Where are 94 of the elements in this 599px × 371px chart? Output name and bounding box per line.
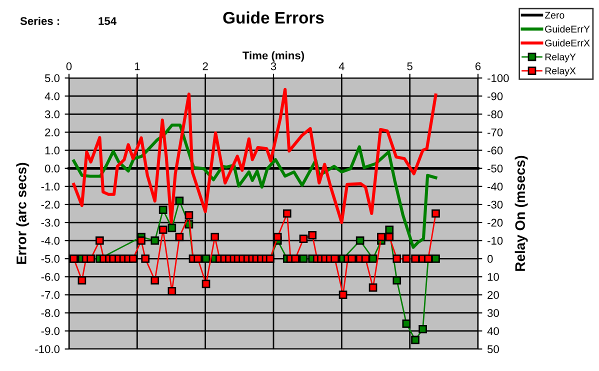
point (392, 254, 402, 263)
point (168, 224, 176, 232)
point (78, 276, 86, 285)
point (128, 254, 138, 263)
y2-tick-label: -70 (488, 128, 503, 136)
point (194, 254, 202, 263)
point (86, 254, 95, 263)
x-tick-label: 2 (202, 62, 208, 70)
y-axis-title: Error (arc secs) (16, 162, 30, 264)
point (141, 254, 150, 263)
point (168, 287, 176, 296)
point (368, 254, 378, 263)
y2-tick-label: -10 (488, 236, 503, 245)
y2-tick-label: -80 (488, 110, 503, 118)
point (158, 206, 168, 214)
point (418, 324, 427, 334)
legend-label: Zero (544, 12, 564, 19)
y2-tick-label: -30 (488, 200, 503, 209)
legend-label: RelayX (545, 67, 576, 76)
point (432, 254, 440, 263)
point (385, 232, 394, 242)
x-tick-label: 6 (475, 62, 481, 70)
x-axis-title: Time (mins) (242, 51, 304, 62)
point (361, 254, 370, 263)
point (96, 236, 104, 245)
legend-label: GuideErrX (545, 39, 590, 46)
y-tick-label: 1.0 (45, 146, 60, 154)
y2-tick-label: 20 (488, 291, 499, 299)
point (392, 276, 402, 285)
y2-tick-label: -100 (488, 74, 509, 82)
y-tick-label: -9.0 (41, 327, 60, 336)
y-tick-label: -4.0 (41, 236, 60, 245)
point (282, 209, 292, 218)
point (402, 254, 411, 263)
point (377, 232, 386, 242)
point (368, 283, 378, 292)
y2-tick-label: -90 (488, 92, 503, 100)
y2-tick-label: -50 (488, 164, 503, 172)
point (150, 276, 160, 285)
point (210, 232, 220, 242)
point (273, 232, 282, 242)
y2-tick-label: -40 (488, 182, 503, 191)
point (202, 254, 210, 263)
y2-tick-label: -60 (488, 146, 503, 154)
y-tick-label: -10.0 (35, 345, 60, 354)
point (411, 336, 420, 344)
y-tick-label: 3.0 (44, 110, 60, 118)
y-tick-label: 4.0 (44, 92, 60, 100)
point (356, 236, 364, 245)
point (299, 234, 308, 243)
legend-label: RelayY (545, 53, 576, 62)
point (348, 254, 356, 263)
y-tick-label: 2.0 (45, 128, 60, 136)
point (308, 231, 317, 240)
point (385, 226, 394, 234)
point (291, 254, 300, 263)
point (158, 226, 168, 234)
x-tick-label: 0 (66, 62, 72, 70)
y2-tick-label: 40 (487, 327, 499, 336)
point (411, 254, 420, 263)
point (137, 236, 146, 245)
y2-tick-label: 10 (488, 273, 499, 281)
point (432, 209, 440, 218)
x-tick-label: 5 (407, 62, 412, 70)
point (184, 211, 194, 220)
y2-tick-label: 30 (487, 309, 499, 317)
text: 154 (98, 17, 116, 25)
point (330, 254, 340, 263)
y-tick-label: -3.0 (41, 218, 60, 227)
legend-label: GuideErrY (545, 25, 590, 33)
point (150, 236, 160, 245)
y2-tick-label: 0 (487, 254, 493, 263)
y-tick-label: -7.0 (41, 291, 60, 299)
text: Series : (20, 16, 60, 25)
y-tick-label: -5.0 (41, 254, 60, 263)
y-tick-label: -8.0 (41, 309, 60, 317)
chart-title: Guide Errors (223, 11, 324, 24)
x-tick-label: 3 (270, 62, 276, 70)
point (202, 280, 210, 288)
point (299, 254, 308, 263)
y-tick-label: 0.0 (44, 164, 60, 172)
y2-tick-label: -20 (488, 218, 503, 227)
y2-tick-label: 50 (487, 345, 499, 354)
point (175, 196, 184, 206)
y-tick-label: -6.0 (41, 273, 60, 281)
y2-axis-title: Relay On (msecs) (514, 156, 528, 271)
x-tick-label: 1 (134, 62, 140, 70)
y-tick-label: -1.0 (41, 182, 60, 191)
point (175, 232, 184, 242)
point (402, 320, 411, 328)
y-tick-label: 5.0 (44, 74, 60, 82)
y-tick-label: -2.0 (41, 200, 60, 209)
point (338, 290, 348, 299)
x-tick-label: 4 (338, 62, 344, 70)
